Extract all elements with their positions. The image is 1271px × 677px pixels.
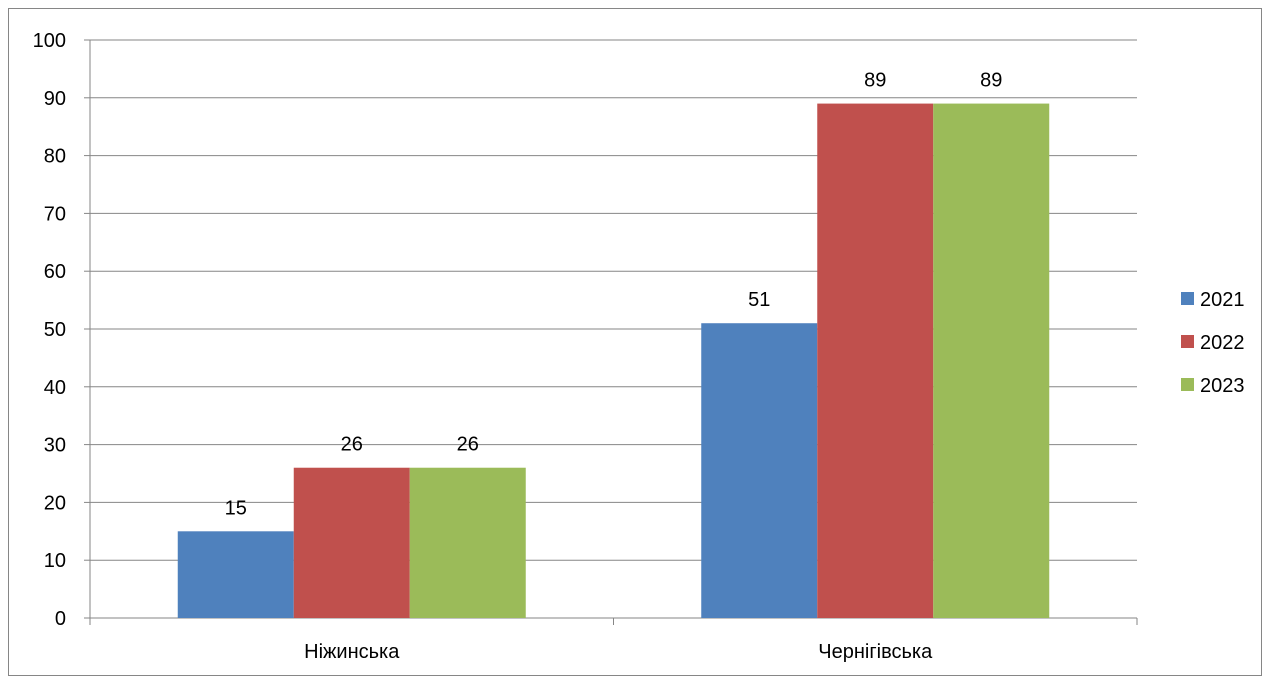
- bar: [293, 467, 410, 618]
- legend-label: 2023: [1200, 375, 1245, 397]
- y-tick-label: 30: [44, 435, 66, 457]
- y-tick-label: 40: [44, 377, 66, 399]
- x-tick-label: Чернігівська: [818, 641, 933, 663]
- bar: [701, 323, 818, 618]
- bar: [177, 531, 294, 618]
- legend-label: 2021: [1200, 289, 1245, 311]
- data-label: 89: [980, 70, 1002, 92]
- data-label: 26: [341, 434, 363, 456]
- y-tick-label: 70: [44, 203, 66, 225]
- bar: [409, 467, 526, 618]
- legend-swatch: [1181, 292, 1194, 305]
- legend-swatch: [1181, 378, 1194, 391]
- data-label: 89: [864, 70, 886, 92]
- legend-swatch: [1181, 335, 1194, 348]
- y-tick-label: 50: [44, 319, 66, 341]
- data-label: 26: [457, 434, 479, 456]
- bar: [933, 103, 1050, 618]
- bar: [817, 103, 934, 618]
- x-tick-label: Ніжинська: [304, 641, 400, 663]
- y-tick-label: 80: [44, 146, 66, 168]
- y-tick-label: 100: [33, 30, 66, 52]
- y-tick-label: 60: [44, 261, 66, 283]
- y-tick-label: 90: [44, 88, 66, 110]
- y-tick-label: 10: [44, 550, 66, 572]
- y-tick-label: 20: [44, 492, 66, 514]
- data-label: 15: [225, 497, 247, 519]
- y-tick-label: 0: [55, 608, 66, 630]
- data-label: 51: [748, 289, 770, 311]
- legend-label: 2022: [1200, 332, 1245, 354]
